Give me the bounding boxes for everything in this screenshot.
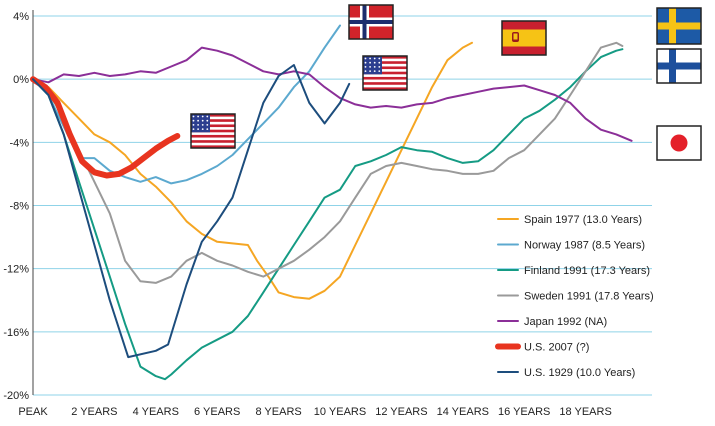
legend-label: Japan 1992 (NA): [524, 316, 607, 328]
x-tick-label: 8 YEARS: [255, 406, 301, 418]
x-tick-label: 14 YEARS: [437, 406, 489, 418]
x-tick-label: PEAK: [18, 406, 48, 418]
x-tick-label: 2 YEARS: [71, 406, 117, 418]
finland-flag-icon: [656, 48, 702, 84]
y-tick-label: 4%: [13, 11, 29, 23]
legend-label: U.S. 1929 (10.0 Years): [524, 367, 635, 379]
x-tick-label: 4 YEARS: [133, 406, 179, 418]
axes: 4% 0% -4% -8% -12% -16% -20% PEAK 2 YEARS 4 YEARS…: [3, 10, 612, 418]
y-tick-label: 0%: [13, 74, 29, 86]
legend-label: Spain 1977 (13.0 Years): [524, 214, 642, 226]
legend-label: U.S. 2007 (?): [524, 342, 589, 354]
y-tick-label: -12%: [3, 264, 29, 276]
series-line: [32, 46, 633, 142]
series-line: [32, 48, 624, 381]
series-lines: [30, 24, 633, 381]
x-tick-label: 10 YEARS: [314, 406, 366, 418]
x-tick-label: 12 YEARS: [375, 406, 427, 418]
legend-label: Finland 1991 (17.3 Years): [524, 265, 650, 277]
y-tick-label: -4%: [9, 137, 29, 149]
series-line: [32, 24, 341, 185]
spain-flag-icon: [501, 20, 547, 56]
sweden-flag-icon: [656, 7, 702, 45]
series-line: [32, 64, 351, 359]
y-tick-label: -16%: [3, 327, 29, 339]
series-line: [32, 41, 473, 300]
legend: Spain 1977 (13.0 Years) Norway 1987 (8.5 …: [495, 214, 654, 379]
legend-label: Norway 1987 (8.5 Years): [524, 240, 645, 252]
japan-flag-icon: [656, 125, 702, 161]
y-tick-label: -8%: [9, 201, 29, 213]
usa-flag-icon: [190, 113, 236, 149]
series-line: [30, 76, 181, 179]
flags: [190, 4, 702, 161]
grid: [33, 15, 652, 396]
legend-label: Sweden 1991 (17.8 Years): [524, 291, 654, 303]
x-tick-label: 18 YEARS: [559, 406, 611, 418]
y-tick-label: -20%: [3, 390, 29, 402]
norway-flag-icon: [348, 4, 394, 40]
x-tick-label: 16 YEARS: [498, 406, 550, 418]
usa-flag-icon: [362, 55, 408, 91]
series-line: [32, 41, 624, 284]
x-tick-label: 6 YEARS: [194, 406, 240, 418]
